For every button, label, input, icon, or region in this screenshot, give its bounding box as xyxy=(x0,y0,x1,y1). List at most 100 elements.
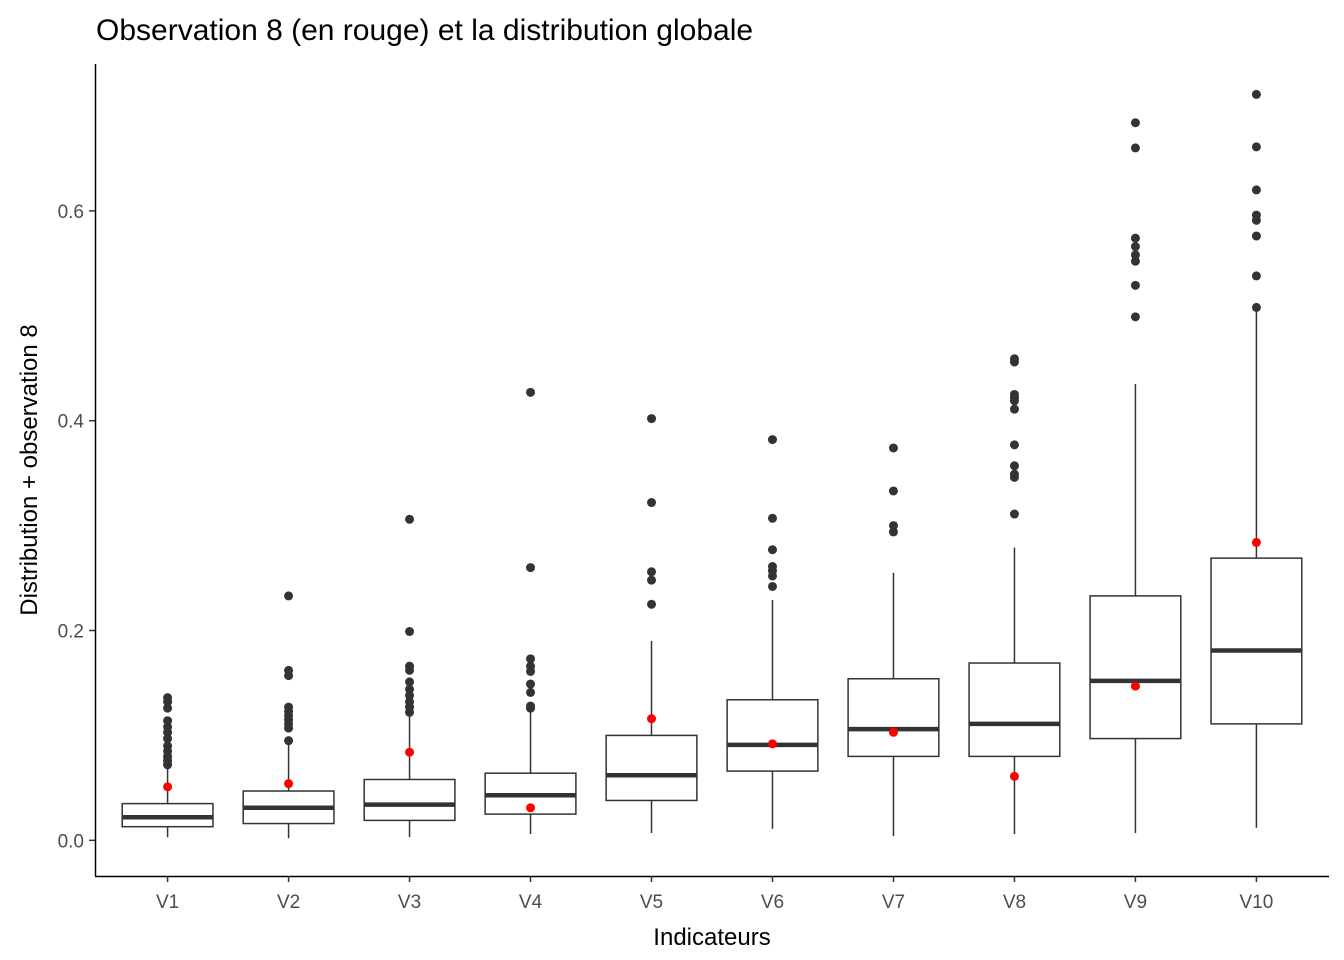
outlier-point xyxy=(284,665,294,675)
outlier-point xyxy=(888,527,898,537)
x-axis-ticks: V1 V2 V3 V4 V5 V6 V7 V8 V9 V10 xyxy=(156,876,1273,913)
chart-title: Observation 8 (en rouge) et la distribut… xyxy=(96,14,753,47)
outlier-point xyxy=(405,691,415,701)
outlier-point xyxy=(1009,440,1019,450)
interquartile-box xyxy=(847,678,940,758)
observation-point xyxy=(1130,681,1140,691)
interquartile-box xyxy=(605,734,698,802)
box-V8 xyxy=(968,354,1061,835)
observation-point xyxy=(767,739,777,749)
outlier-point xyxy=(1251,210,1261,220)
box-V4 xyxy=(484,387,577,835)
outlier-point xyxy=(1130,242,1140,252)
y-tick-label: 0.0 xyxy=(58,831,84,852)
outlier-point xyxy=(647,599,657,609)
interquartile-box xyxy=(1089,595,1182,740)
x-tick-label: V10 xyxy=(1240,892,1274,913)
outlier-point xyxy=(767,513,777,523)
outlier-point xyxy=(163,741,173,751)
outlier-point xyxy=(1009,461,1019,471)
y-axis-title: Distribution + observation 8 xyxy=(16,324,43,616)
outlier-point xyxy=(526,563,536,573)
outlier-point xyxy=(767,545,777,555)
outlier-point xyxy=(647,414,657,424)
box-V7 xyxy=(847,443,940,837)
outlier-point xyxy=(1130,256,1140,266)
outlier-point xyxy=(405,684,415,694)
box-V5 xyxy=(605,414,698,833)
observation-point xyxy=(888,727,898,737)
outlier-point xyxy=(405,697,415,707)
outlier-point xyxy=(1130,250,1140,260)
outlier-point xyxy=(767,562,777,572)
interquartile-box xyxy=(1210,557,1303,725)
interquartile-box xyxy=(968,662,1061,758)
x-tick-label: V9 xyxy=(1124,892,1147,913)
y-axis-ticks: 0.0 0.2 0.4 0.6 xyxy=(58,202,95,852)
y-tick-label: 0.4 xyxy=(58,412,85,433)
outlier-point xyxy=(163,734,173,744)
outlier-point xyxy=(1009,404,1019,414)
outlier-point xyxy=(405,627,415,637)
box-V6 xyxy=(726,435,819,829)
outlier-point xyxy=(1009,509,1019,519)
outlier-point xyxy=(888,443,898,453)
outlier-point xyxy=(284,702,294,712)
outlier-point xyxy=(163,722,173,732)
observation-point xyxy=(1251,537,1261,547)
outlier-point xyxy=(1251,89,1261,99)
interquartile-box xyxy=(726,699,819,772)
plot-area xyxy=(121,89,1303,839)
x-tick-label: V5 xyxy=(640,892,663,913)
outlier-point xyxy=(284,736,294,746)
x-tick-label: V6 xyxy=(761,892,784,913)
x-tick-label: V2 xyxy=(277,892,300,913)
outlier-point xyxy=(1251,302,1261,312)
outlier-point xyxy=(767,581,777,591)
outlier-point xyxy=(1251,142,1261,152)
outlier-point xyxy=(526,654,536,664)
outlier-point xyxy=(526,687,536,697)
outlier-point xyxy=(405,661,415,671)
outlier-point xyxy=(647,498,657,508)
outlier-point xyxy=(163,703,173,713)
outlier-point xyxy=(647,575,657,585)
outlier-point xyxy=(1130,233,1140,243)
x-tick-label: V3 xyxy=(398,892,421,913)
observation-point xyxy=(1009,771,1019,781)
x-tick-label: V4 xyxy=(519,892,543,913)
outlier-point xyxy=(1130,143,1140,153)
outlier-point xyxy=(1009,389,1019,399)
observation-point xyxy=(284,779,294,789)
outlier-point xyxy=(526,679,536,689)
outlier-point xyxy=(284,591,294,601)
outlier-point xyxy=(1130,312,1140,322)
outlier-point xyxy=(1130,280,1140,290)
observation-point xyxy=(405,747,415,757)
outlier-point xyxy=(1251,271,1261,281)
outlier-point xyxy=(163,716,173,726)
outlier-point xyxy=(1009,354,1019,364)
outlier-point xyxy=(526,701,536,711)
observation-point xyxy=(163,782,173,792)
y-tick-label: 0.2 xyxy=(58,622,84,643)
box-V3 xyxy=(363,514,456,838)
outlier-point xyxy=(1009,469,1019,479)
outlier-point xyxy=(405,677,415,687)
outlier-point xyxy=(1251,185,1261,195)
y-tick-label: 0.6 xyxy=(58,202,84,223)
observation-point xyxy=(647,714,657,724)
outlier-point xyxy=(405,514,415,524)
outlier-point xyxy=(526,661,536,671)
box-V10 xyxy=(1210,89,1303,828)
box-V1 xyxy=(121,693,214,838)
outlier-point xyxy=(1130,118,1140,128)
outlier-point xyxy=(647,567,657,577)
x-axis-title: Indicateurs xyxy=(653,924,770,951)
box-V9 xyxy=(1089,118,1182,833)
interquartile-box xyxy=(363,778,456,822)
box-V2 xyxy=(242,591,335,839)
outlier-point xyxy=(888,486,898,496)
x-tick-label: V7 xyxy=(882,892,905,913)
